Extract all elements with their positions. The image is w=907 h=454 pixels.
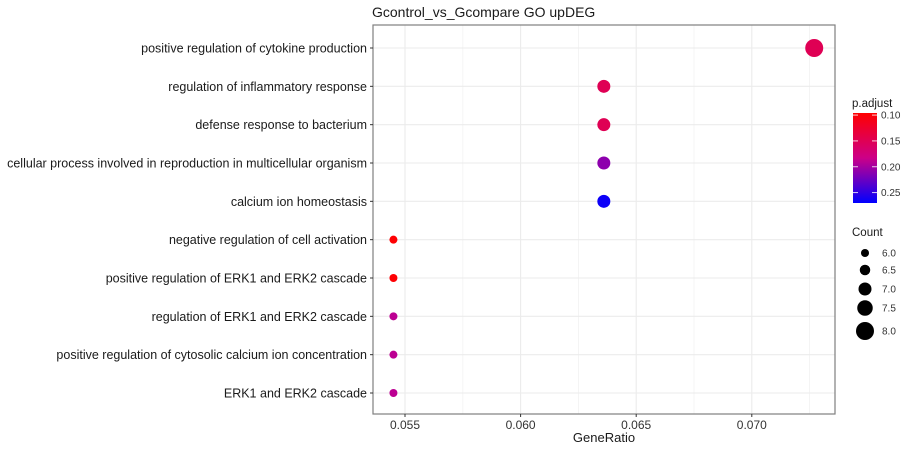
x-tick-label: 0.070 [737,418,767,432]
y-tick-label: calcium ion homeostasis [231,195,367,209]
panel-border [372,24,836,415]
data-point [389,350,398,359]
data-points [389,39,824,397]
y-tick-label: cellular process involved in reproductio… [7,157,367,171]
y-tick-label: positive regulation of cytokine producti… [141,42,367,56]
data-point [389,235,398,244]
data-point [597,118,611,132]
count-legend-label: 7.0 [882,285,896,296]
count-legend-key [861,249,869,257]
count-legend-label: 7.5 [882,304,896,315]
colorbar-label: 0.15 [881,136,901,147]
y-tick-label: defense response to bacterium [195,118,367,132]
x-axis-title: GeneRatio [573,430,635,445]
x-tick-label: 0.060 [506,418,536,432]
count-legend-label: 6.0 [882,249,896,260]
count-legend-label: 6.5 [882,266,896,277]
y-axis-labels: positive regulation of cytokine producti… [7,42,373,401]
y-tick-label: regulation of ERK1 and ERK2 cascade [152,310,367,324]
data-point [597,156,611,170]
x-tick-label: 0.055 [390,418,420,432]
y-tick-label: positive regulation of ERK1 and ERK2 cas… [106,272,367,286]
x-axis-ticks: 0.055 0.060 0.065 0.070 [390,414,767,432]
count-legend-title: Count [852,227,883,239]
p-adjust-legend-title: p.adjust [852,98,893,110]
count-legend-key [856,322,874,340]
data-point [805,39,824,57]
y-tick-label: positive regulation of cytosolic calcium… [56,348,367,362]
count-legend-key [858,282,872,296]
chart-title: Gcontrol_vs_Gcompare GO upDEG [372,4,595,20]
p-adjust-legend: p.adjust 0.10 0.15 0.20 0.25 [852,98,901,203]
colorbar-label: 0.25 [881,188,901,199]
y-tick-label: regulation of inflammatory response [168,80,367,94]
y-tick-label: ERK1 and ERK2 cascade [224,387,367,401]
y-tick-label: negative regulation of cell activation [169,233,367,247]
colorbar-label: 0.10 [881,111,901,122]
count-legend: Count 6.0 6.5 7.0 7.5 8.0 [852,227,896,340]
p-adjust-colorbar [853,113,877,203]
x-tick-label: 0.065 [621,418,651,432]
count-legend-label: 8.0 [882,327,896,338]
data-point [389,312,398,321]
data-point [389,389,398,397]
data-point [597,194,611,208]
data-point [597,79,611,93]
colorbar-label: 0.20 [881,162,901,173]
count-legend-key [857,300,873,316]
data-point [389,274,398,282]
count-legend-key [859,264,871,276]
